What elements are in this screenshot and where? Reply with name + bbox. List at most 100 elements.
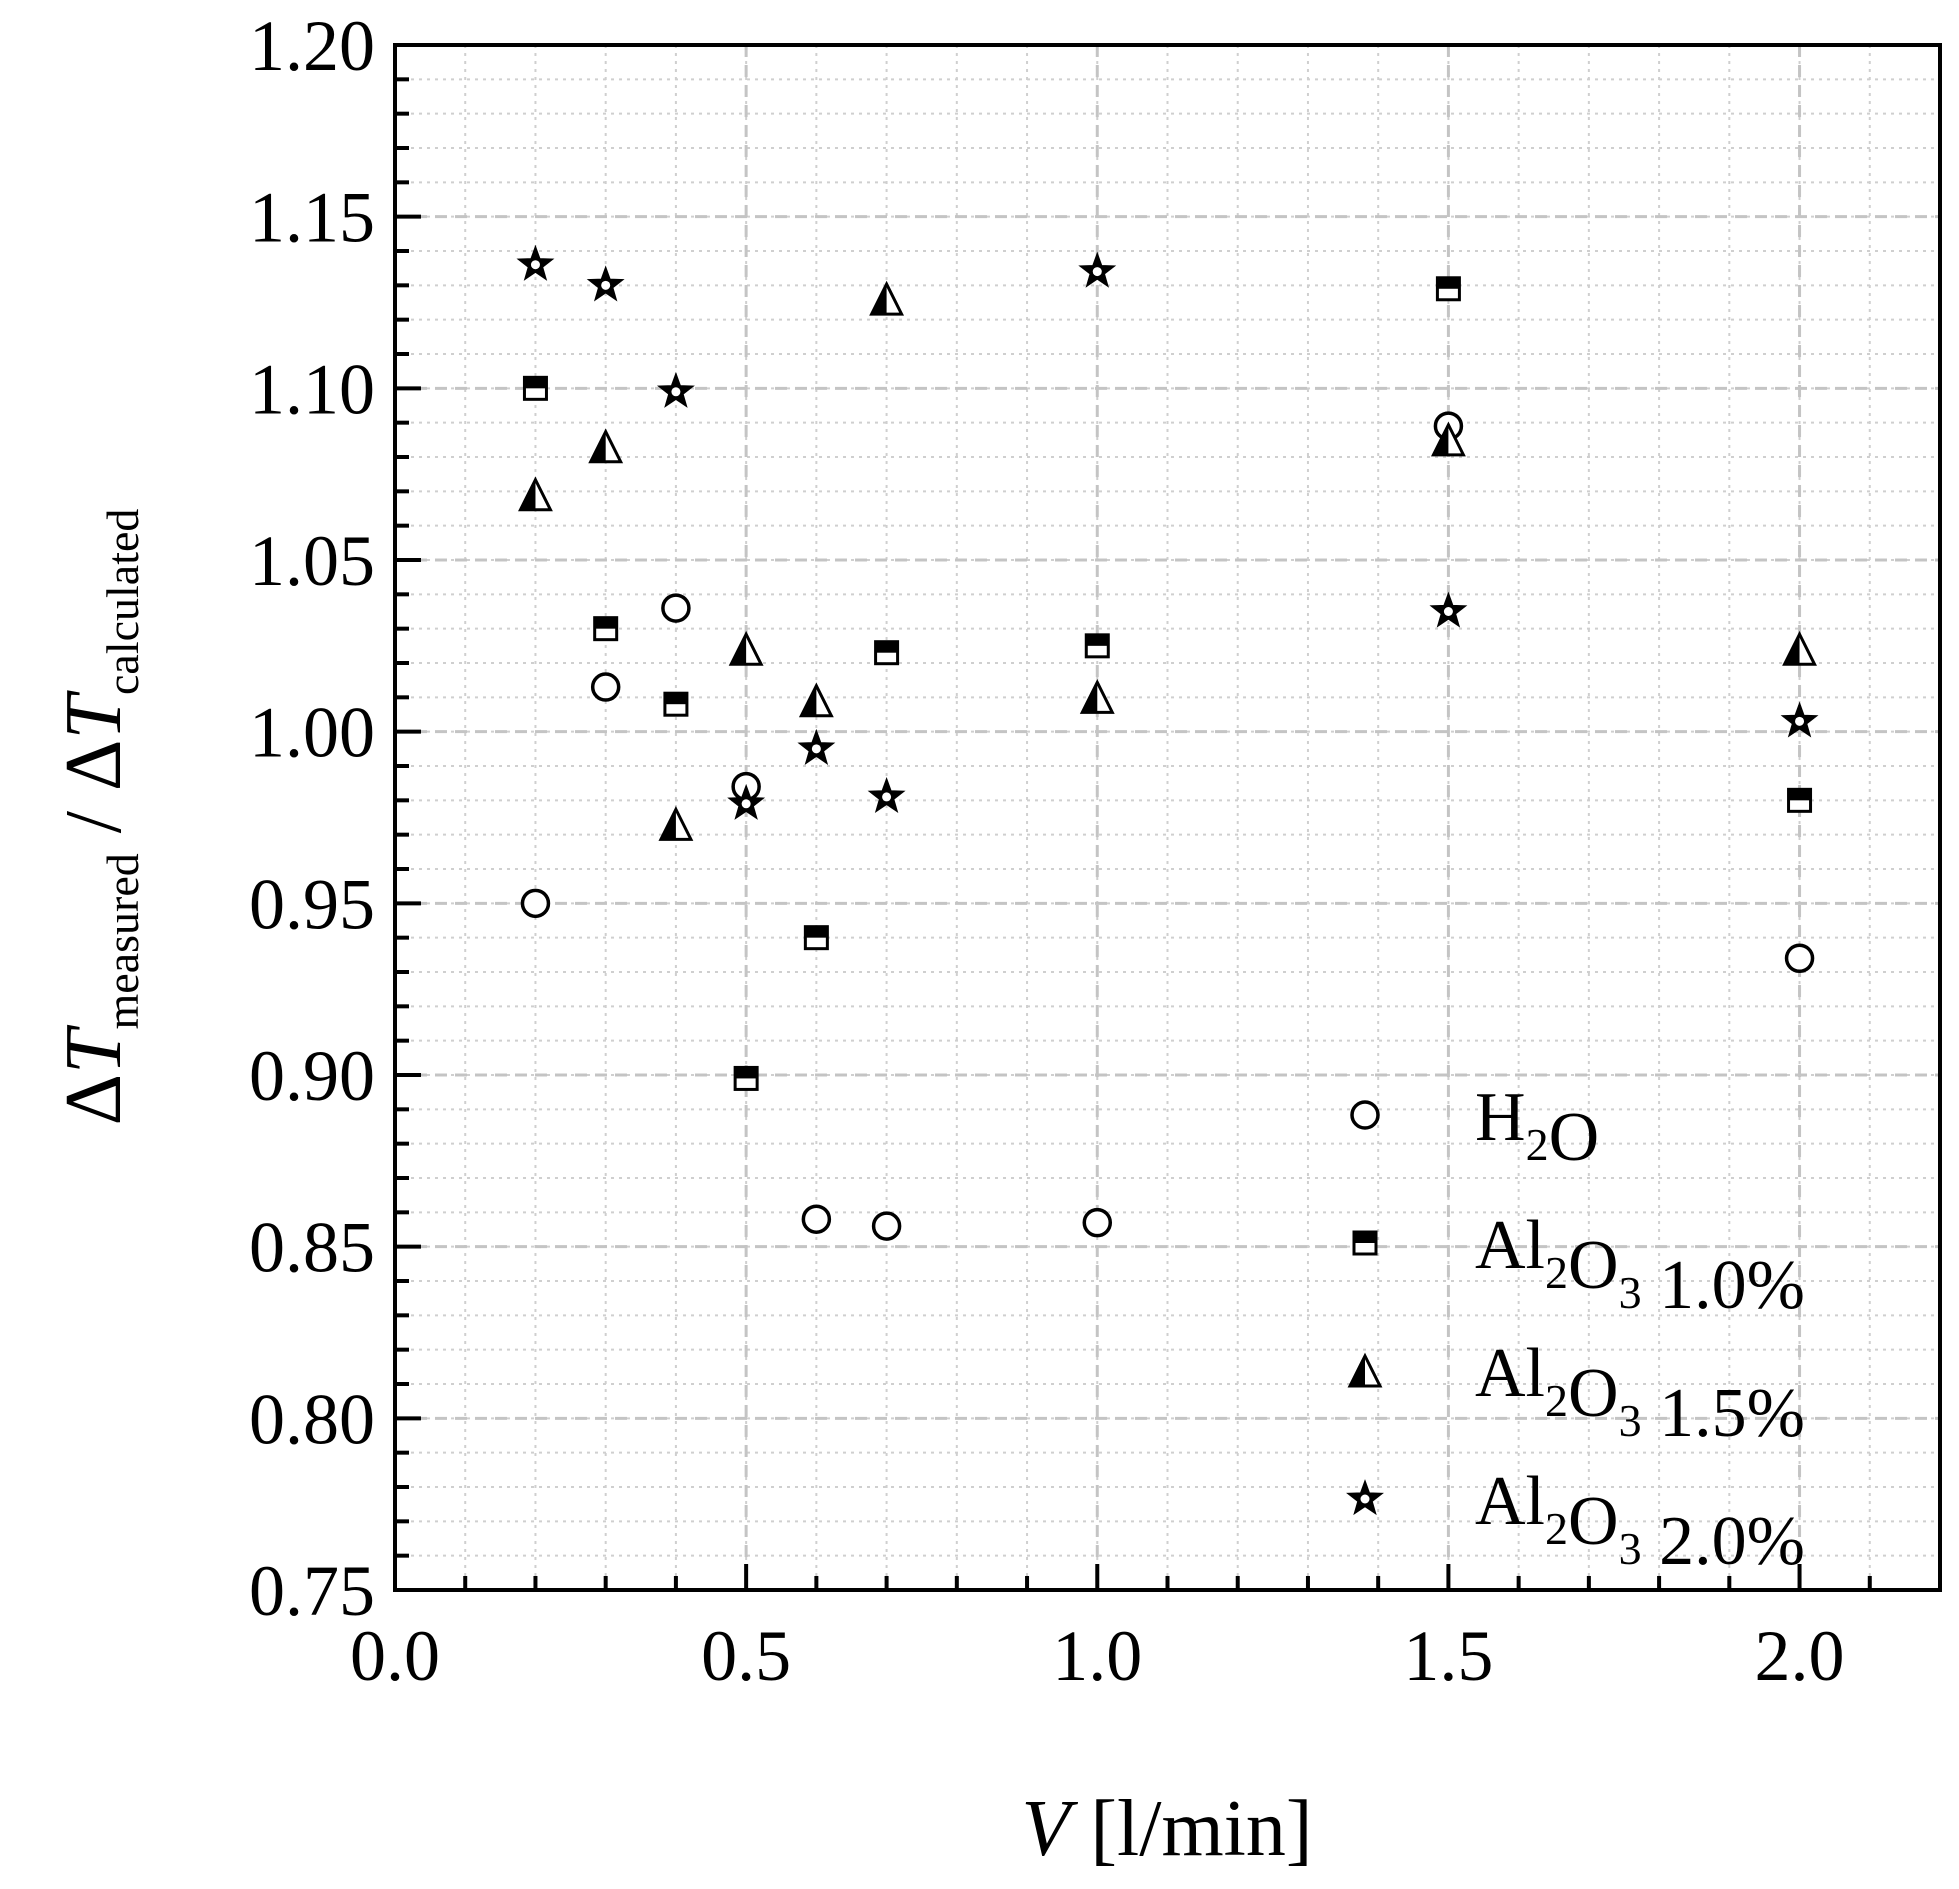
legend-label: Al2O3 1.0% bbox=[1475, 1207, 1805, 1324]
data-point bbox=[1780, 701, 1819, 738]
legend-label: Al2O3 2.0% bbox=[1475, 1463, 1805, 1580]
legend-label-subscript: 2 bbox=[1545, 1247, 1568, 1298]
data-point bbox=[1079, 678, 1115, 714]
x-tick-label: 2.0 bbox=[1755, 1616, 1845, 1696]
legend-label-subscript: 2 bbox=[1545, 1375, 1568, 1426]
data-point bbox=[1787, 787, 1813, 813]
data-point bbox=[658, 806, 694, 841]
y-axis-tick-labels: 0.75 0.80 0.85 0.90 0.95 1.00 1.05 1.10 1.15 1.20 bbox=[249, 6, 375, 1631]
legend-marker bbox=[1347, 1352, 1383, 1388]
x-tick-label: 0.0 bbox=[350, 1616, 440, 1696]
data-point bbox=[871, 1211, 902, 1241]
y-tick-label: 1.20 bbox=[249, 6, 375, 86]
legend-label: H2O bbox=[1475, 1079, 1599, 1176]
data-point bbox=[588, 428, 624, 464]
data-point bbox=[1082, 1207, 1113, 1238]
y-axis-var-2: T bbox=[50, 690, 138, 740]
data-point bbox=[520, 888, 551, 919]
series-0 bbox=[520, 411, 1815, 1241]
data-point bbox=[1782, 630, 1817, 666]
data-point bbox=[727, 783, 766, 820]
legend-label-part: O bbox=[1549, 1099, 1600, 1176]
y-tick-label: 1.10 bbox=[249, 349, 375, 429]
y-axis-sub-2: calculated bbox=[97, 509, 148, 695]
legend-label-subscript: 3 bbox=[1619, 1523, 1642, 1574]
data-point bbox=[1084, 633, 1110, 659]
data-point bbox=[516, 244, 555, 281]
legend-label-part: 1.5% bbox=[1642, 1375, 1805, 1452]
series-2 bbox=[518, 280, 1817, 841]
legend-label-part: H bbox=[1475, 1079, 1526, 1156]
data-point bbox=[801, 1204, 832, 1234]
data-point bbox=[1429, 591, 1468, 628]
legend-label-part: 2.0% bbox=[1642, 1503, 1805, 1580]
data-points bbox=[516, 244, 1819, 1241]
legend-marker bbox=[1350, 1100, 1380, 1130]
data-point bbox=[586, 265, 625, 302]
legend-label-part: 1.0% bbox=[1642, 1247, 1805, 1324]
legend-label-part: O bbox=[1568, 1227, 1619, 1304]
y-axis-var-1: T bbox=[50, 1024, 138, 1074]
x-tick-label: 0.5 bbox=[701, 1616, 791, 1696]
y-tick-label: 1.00 bbox=[249, 693, 375, 773]
legend-label-part: O bbox=[1568, 1483, 1619, 1560]
data-point bbox=[1430, 421, 1466, 457]
data-point bbox=[522, 375, 548, 401]
x-axis-label: V [l/min] bbox=[1021, 1785, 1312, 1873]
data-point bbox=[733, 1065, 759, 1091]
legend-item: Al2O3 2.0% bbox=[1346, 1463, 1805, 1580]
y-axis-separator: / bbox=[50, 791, 138, 853]
data-point bbox=[798, 682, 834, 718]
data-point bbox=[797, 728, 836, 765]
x-axis-tick-labels: 0.0 0.5 1.0 1.5 2.0 bbox=[350, 1616, 1845, 1696]
legend-label-subscript: 3 bbox=[1619, 1267, 1642, 1318]
data-point bbox=[803, 925, 829, 951]
y-axis-label: ΔTmeasured / ΔTcalculated bbox=[50, 509, 148, 1126]
x-tick-label: 1.0 bbox=[1052, 1616, 1142, 1696]
data-point bbox=[1078, 251, 1117, 288]
data-point bbox=[1435, 276, 1461, 302]
legend-label-subscript: 2 bbox=[1526, 1119, 1549, 1170]
legend-label-part: Al bbox=[1475, 1335, 1545, 1412]
y-axis-sub-1: measured bbox=[97, 853, 148, 1029]
x-tick-label: 1.5 bbox=[1403, 1616, 1493, 1696]
legend-marker bbox=[1352, 1230, 1378, 1256]
grid-lines bbox=[395, 45, 1940, 1590]
data-point bbox=[663, 691, 689, 717]
data-point bbox=[869, 280, 905, 316]
x-axis-unit: [l/min] bbox=[1070, 1785, 1312, 1873]
axis-ticks bbox=[393, 43, 1942, 1592]
data-point bbox=[1784, 943, 1815, 974]
data-point bbox=[867, 776, 906, 814]
x-axis-variable: V bbox=[1021, 1785, 1078, 1873]
data-point bbox=[656, 371, 695, 408]
y-tick-label: 1.05 bbox=[249, 521, 375, 601]
series-3 bbox=[516, 244, 1819, 820]
legend-item: Al2O3 1.5% bbox=[1347, 1335, 1805, 1452]
legend-label-subscript: 2 bbox=[1545, 1503, 1568, 1554]
y-tick-label: 1.15 bbox=[249, 178, 375, 258]
legend-label-part: Al bbox=[1475, 1463, 1545, 1540]
legend-label-part: O bbox=[1568, 1355, 1619, 1432]
y-tick-label: 0.90 bbox=[249, 1036, 375, 1116]
data-point bbox=[593, 616, 619, 642]
data-point bbox=[590, 672, 621, 702]
y-tick-label: 0.85 bbox=[249, 1208, 375, 1288]
y-tick-label: 0.95 bbox=[249, 864, 375, 944]
y-axis-delta-1: Δ bbox=[50, 1074, 138, 1125]
legend-marker bbox=[1346, 1479, 1384, 1516]
data-point bbox=[518, 476, 553, 512]
data-point bbox=[728, 630, 764, 666]
legend-item: H2O bbox=[1350, 1079, 1599, 1176]
legend-label-subscript: 3 bbox=[1619, 1395, 1642, 1446]
data-point bbox=[661, 593, 691, 623]
y-tick-label: 0.80 bbox=[249, 1379, 375, 1459]
y-tick-label: 0.75 bbox=[249, 1551, 375, 1631]
data-point bbox=[874, 640, 900, 666]
legend-label: Al2O3 1.5% bbox=[1475, 1335, 1805, 1452]
legend-label-part: Al bbox=[1475, 1207, 1545, 1284]
y-axis-delta-2: Δ bbox=[50, 740, 138, 791]
series-1 bbox=[522, 276, 1813, 1091]
